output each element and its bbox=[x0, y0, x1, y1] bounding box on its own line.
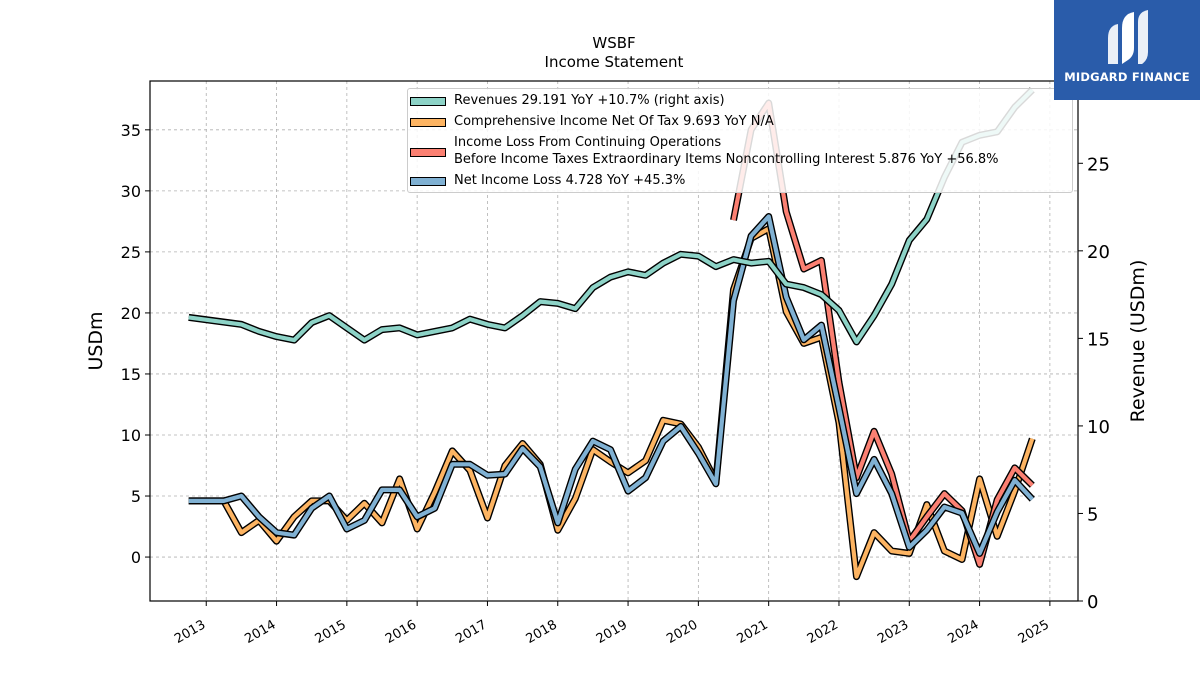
y-tick-label: 30 bbox=[121, 182, 141, 201]
chart-legend: Revenues 29.191 YoY +10.7% (right axis) … bbox=[407, 88, 1073, 193]
legend-swatch-comprehensive-income bbox=[410, 118, 446, 127]
x-tick-label: 2022 bbox=[805, 617, 841, 647]
x-tick-label: 2017 bbox=[453, 617, 489, 647]
x-tick-label: 2019 bbox=[594, 617, 630, 647]
x-tick-label: 2024 bbox=[945, 617, 981, 647]
chart-title: WSBF bbox=[592, 34, 635, 52]
y-axis-right-label: Revenue (USDm) bbox=[1127, 260, 1149, 423]
legend-label-comprehensive-income: Comprehensive Income Net Of Tax 9.693 Yo… bbox=[454, 114, 774, 129]
y-right-tick-label: 0 bbox=[1087, 592, 1098, 613]
y-tick-label: 5 bbox=[131, 487, 141, 506]
x-tick-label: 2018 bbox=[524, 617, 560, 647]
y-right-tick-label: 5 bbox=[1087, 504, 1098, 525]
y-right-tick-label: 15 bbox=[1087, 329, 1110, 350]
x-tick-label: 2021 bbox=[735, 617, 771, 647]
x-tick-label: 2014 bbox=[242, 617, 278, 647]
x-tick-label: 2015 bbox=[313, 617, 349, 647]
x-tick-label: 2016 bbox=[383, 617, 419, 647]
y-tick-label: 25 bbox=[121, 243, 141, 262]
x-tick-label: 2020 bbox=[664, 617, 700, 647]
y-right-tick-label: 20 bbox=[1087, 242, 1110, 263]
y-right-tick-label: 25 bbox=[1087, 154, 1110, 175]
series-net-income-line bbox=[188, 214, 1034, 556]
legend-label-revenues: Revenues 29.191 YoY +10.7% (right axis) bbox=[454, 93, 725, 108]
x-tick-label: 2023 bbox=[875, 617, 911, 647]
y-tick-label: 35 bbox=[121, 121, 141, 140]
series-revenues-line bbox=[188, 88, 1034, 344]
series-net-income-outline bbox=[188, 213, 1035, 557]
legend-label-income-loss-line1: Income Loss From Continuing Operations bbox=[454, 135, 722, 150]
y-tick-label: 15 bbox=[121, 365, 141, 384]
series-layer bbox=[188, 87, 1036, 581]
logo-mark-icon bbox=[1108, 10, 1148, 64]
chart-subtitle: Income Statement bbox=[545, 53, 684, 71]
legend-swatch-income-loss-continuing bbox=[410, 148, 446, 157]
plot-frame bbox=[149, 80, 1079, 602]
x-tick-label: 2025 bbox=[1016, 617, 1052, 647]
y-right-tick-label: 10 bbox=[1087, 417, 1110, 438]
y-tick-label: 20 bbox=[121, 304, 141, 323]
legend-label-net-income: Net Income Loss 4.728 YoY +45.3% bbox=[454, 173, 686, 188]
legend-swatch-revenues bbox=[410, 97, 446, 106]
brand-logo: MIDGARD FINANCE bbox=[1054, 0, 1200, 100]
logo-text: MIDGARD FINANCE bbox=[1064, 70, 1190, 84]
y-axis-label: USDm bbox=[85, 311, 107, 370]
x-tick-label: 2013 bbox=[172, 617, 208, 647]
legend-swatch-net-income bbox=[410, 177, 446, 186]
y-tick-label: 0 bbox=[131, 548, 141, 567]
y-tick-label: 10 bbox=[121, 426, 141, 445]
legend-label-income-loss-line2: Before Income Taxes Extraordinary Items … bbox=[454, 152, 999, 167]
